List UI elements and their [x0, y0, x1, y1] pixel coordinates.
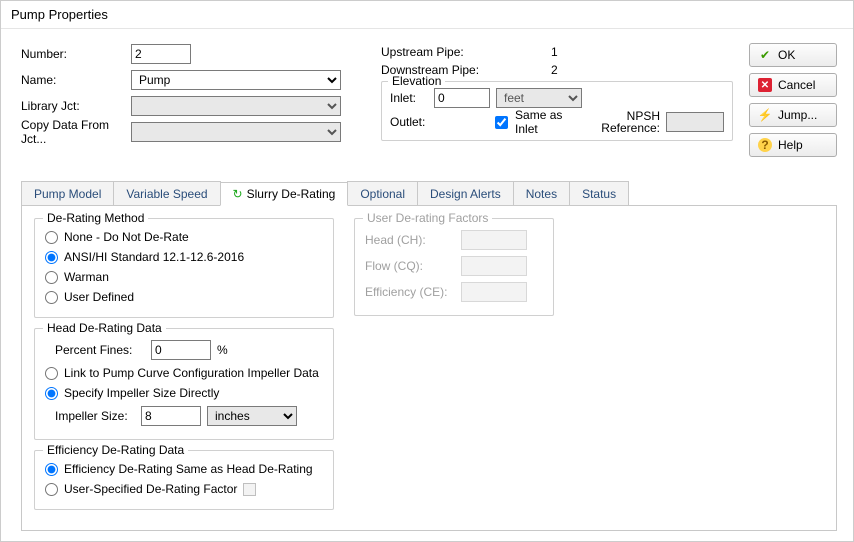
- flow-cq-label: Flow (CQ):: [365, 259, 455, 273]
- question-icon: ?: [758, 138, 772, 152]
- impeller-size-unit-select[interactable]: inches: [207, 406, 297, 426]
- radio-eff-user-input[interactable]: [45, 483, 58, 496]
- radio-user-defined[interactable]: User Defined: [45, 287, 323, 307]
- name-label: Name:: [21, 73, 131, 87]
- percent-fines-label: Percent Fines:: [55, 343, 145, 357]
- outlet-label: Outlet:: [390, 115, 426, 129]
- same-as-inlet-label: Same as Inlet: [515, 108, 583, 136]
- radio-link-curve-input[interactable]: [45, 367, 58, 380]
- head-derating-legend: Head De-Rating Data: [43, 321, 166, 335]
- refresh-icon: ↻: [233, 187, 243, 201]
- elevation-group: Elevation Inlet: feet Outlet: Same as In…: [381, 81, 733, 141]
- npsh-input[interactable]: [666, 112, 724, 132]
- window-title: Pump Properties: [1, 1, 853, 29]
- lightning-icon: ⚡: [758, 108, 772, 122]
- same-as-inlet-input[interactable]: [495, 116, 508, 129]
- radio-none[interactable]: None - Do Not De-Rate: [45, 227, 323, 247]
- upstream-pipe-label: Upstream Pipe:: [381, 45, 551, 59]
- action-buttons: ✔ OK ✕ Cancel ⚡ Jump... ? Help: [749, 43, 837, 157]
- radio-eff-user[interactable]: User-Specified De-Rating Factor: [45, 479, 323, 499]
- derating-method-group: De-Rating Method None - Do Not De-Rate A…: [34, 218, 334, 318]
- tab-variable-speed[interactable]: Variable Speed: [113, 181, 220, 205]
- radio-eff-user-label: User-Specified De-Rating Factor: [64, 482, 237, 496]
- efficiency-derating-legend: Efficiency De-Rating Data: [43, 443, 188, 457]
- number-label: Number:: [21, 47, 131, 61]
- radio-link-curve[interactable]: Link to Pump Curve Configuration Impelle…: [45, 363, 323, 383]
- user-derating-factors-legend: User De-rating Factors: [363, 211, 492, 225]
- help-button[interactable]: ? Help: [749, 133, 837, 157]
- radio-eff-same-label: Efficiency De-Rating Same as Head De-Rat…: [64, 462, 313, 476]
- tab-notes[interactable]: Notes: [513, 181, 570, 205]
- tab-optional[interactable]: Optional: [347, 181, 418, 205]
- radio-none-label: None - Do Not De-Rate: [64, 230, 189, 244]
- downstream-pipe-value: 2: [551, 63, 558, 77]
- pump-properties-window: Pump Properties Number: Name: Pump Libra…: [0, 0, 854, 542]
- radio-ansi[interactable]: ANSI/HI Standard 12.1-12.6-2016: [45, 247, 323, 267]
- radio-ansi-label: ANSI/HI Standard 12.1-12.6-2016: [64, 250, 244, 264]
- flow-cq-input: [461, 256, 527, 276]
- same-as-inlet-checkbox[interactable]: Same as Inlet: [491, 108, 583, 136]
- cancel-button[interactable]: ✕ Cancel: [749, 73, 837, 97]
- efficiency-derating-group: Efficiency De-Rating Data Efficiency De-…: [34, 450, 334, 510]
- tabstrip: Pump Model Variable Speed ↻ Slurry De-Ra…: [21, 181, 837, 206]
- tab-design-alerts[interactable]: Design Alerts: [417, 181, 514, 205]
- impeller-size-input[interactable]: [141, 406, 201, 426]
- radio-none-input[interactable]: [45, 231, 58, 244]
- ok-button[interactable]: ✔ OK: [749, 43, 837, 67]
- copy-from-select[interactable]: [131, 122, 341, 142]
- user-derating-factors-group: User De-rating Factors Head (CH): Flow (…: [354, 218, 554, 316]
- tab-pump-model[interactable]: Pump Model: [21, 181, 114, 205]
- radio-specify-impeller[interactable]: Specify Impeller Size Directly: [45, 383, 323, 403]
- inlet-input[interactable]: [434, 88, 490, 108]
- inlet-unit-select[interactable]: feet: [496, 88, 582, 108]
- inlet-label: Inlet:: [390, 91, 428, 105]
- number-input[interactable]: [131, 44, 191, 64]
- eff-ce-input: [461, 282, 527, 302]
- cancel-label: Cancel: [778, 78, 815, 92]
- radio-eff-same[interactable]: Efficiency De-Rating Same as Head De-Rat…: [45, 459, 323, 479]
- radio-warman-input[interactable]: [45, 271, 58, 284]
- percent-fines-unit: %: [217, 343, 228, 357]
- eff-user-factor-input: [243, 483, 256, 496]
- head-ch-input: [461, 230, 527, 250]
- tab-slurry-label: Slurry De-Rating: [247, 187, 336, 201]
- close-icon: ✕: [758, 78, 772, 92]
- ok-label: OK: [778, 48, 795, 62]
- window-content: Number: Name: Pump Library Jct: Copy Dat…: [1, 29, 853, 541]
- slurry-panel: De-Rating Method None - Do Not De-Rate A…: [21, 206, 837, 531]
- upstream-pipe-value: 1: [551, 45, 558, 59]
- elevation-legend: Elevation: [388, 74, 445, 88]
- radio-warman[interactable]: Warman: [45, 267, 323, 287]
- tab-status[interactable]: Status: [569, 181, 629, 205]
- jump-label: Jump...: [778, 108, 817, 122]
- tab-slurry-derating[interactable]: ↻ Slurry De-Rating: [220, 182, 349, 206]
- radio-user-label: User Defined: [64, 290, 134, 304]
- copy-from-label: Copy Data From Jct...: [21, 118, 131, 146]
- head-ch-label: Head (CH):: [365, 233, 455, 247]
- eff-ce-label: Efficiency (CE):: [365, 285, 455, 299]
- derating-method-legend: De-Rating Method: [43, 211, 148, 225]
- radio-specify-impeller-input[interactable]: [45, 387, 58, 400]
- help-label: Help: [778, 138, 803, 152]
- library-jct-label: Library Jct:: [21, 99, 131, 113]
- percent-fines-input[interactable]: [151, 340, 211, 360]
- radio-eff-same-input[interactable]: [45, 463, 58, 476]
- name-select[interactable]: Pump: [131, 70, 341, 90]
- radio-warman-label: Warman: [64, 270, 109, 284]
- radio-user-input[interactable]: [45, 291, 58, 304]
- head-derating-group: Head De-Rating Data Percent Fines: % Lin…: [34, 328, 334, 440]
- radio-ansi-input[interactable]: [45, 251, 58, 264]
- library-jct-select[interactable]: [131, 96, 341, 116]
- basic-form: Number: Name: Pump Library Jct: Copy Dat…: [21, 43, 361, 147]
- jump-button[interactable]: ⚡ Jump...: [749, 103, 837, 127]
- npsh-label: NPSH Reference:: [601, 110, 660, 134]
- radio-link-curve-label: Link to Pump Curve Configuration Impelle…: [64, 366, 319, 380]
- radio-specify-impeller-label: Specify Impeller Size Directly: [64, 386, 219, 400]
- pipe-elevation-area: Upstream Pipe: 1 Downstream Pipe: 2 Elev…: [381, 43, 733, 141]
- check-icon: ✔: [758, 48, 772, 62]
- impeller-size-label: Impeller Size:: [55, 409, 135, 423]
